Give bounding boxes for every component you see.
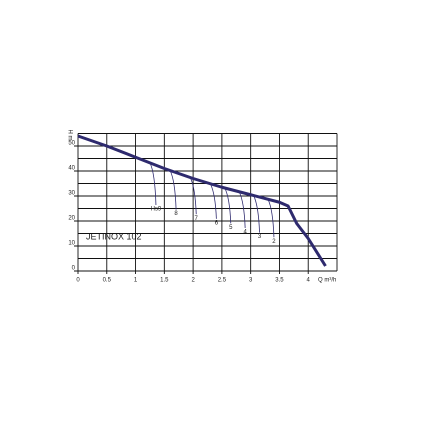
x-tick-label: 0 <box>76 278 80 284</box>
y-tick-label: 40 <box>68 166 75 172</box>
x-tick-label: 4 <box>307 278 311 284</box>
curve <box>77 134 327 267</box>
suction-label: 3 <box>258 234 262 240</box>
y-axis-label: H m <box>66 130 72 141</box>
y-tick-label: 20 <box>68 216 75 222</box>
y-tick-label: 50 <box>68 141 75 147</box>
x-tick-label: 3.5 <box>275 278 284 284</box>
suction-label: 4 <box>243 230 247 236</box>
x-tick-label: 1 <box>134 278 138 284</box>
suction-curve <box>224 187 232 224</box>
y-tick-label: 10 <box>68 241 75 247</box>
x-tick-label: 1.5 <box>160 278 169 284</box>
x-tick-label: 2 <box>191 278 195 284</box>
suction-curve <box>238 191 246 229</box>
suction-label: 8 <box>174 211 178 217</box>
suction-label: 5 <box>229 225 233 231</box>
suction-label: 7 <box>195 216 199 222</box>
suction-curve <box>253 195 260 233</box>
suction-curve <box>149 162 157 206</box>
x-tick-label: 2.5 <box>218 278 227 284</box>
suction-curve <box>267 199 275 238</box>
x-axis-label: Q m³/h <box>318 278 336 284</box>
x-tick-label: 0.5 <box>103 278 112 284</box>
suction-label: 6 <box>215 220 219 226</box>
suction-label: Hs9 <box>151 207 162 213</box>
suction-label: 2 <box>272 239 276 245</box>
chart-title: JETINOX 102 <box>86 231 142 241</box>
suction-curve <box>169 170 177 210</box>
suction-curve <box>189 177 197 215</box>
x-tick-label: 3 <box>249 278 253 284</box>
suction-curve <box>210 183 217 219</box>
y-tick-label: 0 <box>72 266 76 272</box>
y-tick-label: 30 <box>68 191 75 197</box>
